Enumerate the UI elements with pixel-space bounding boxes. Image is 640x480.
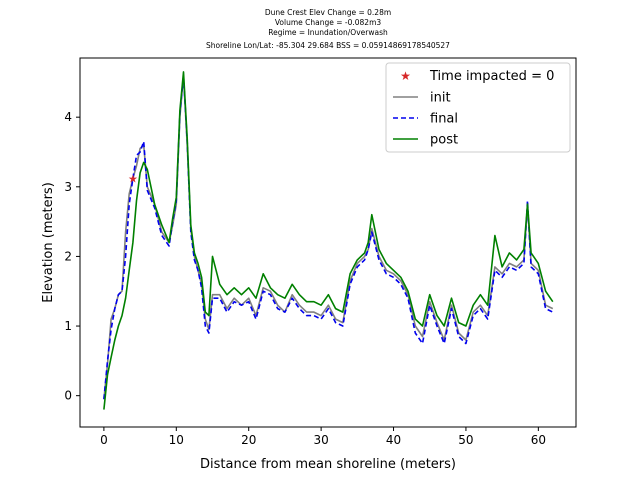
legend: ★ Time impacted = 0 init final post	[385, 62, 571, 153]
legend-label-init: init	[430, 91, 451, 106]
marker-layer: ★	[128, 172, 138, 185]
y-tick-label: 1	[64, 319, 72, 333]
x-ticks: 0 10 20 30 40 50 60	[100, 427, 546, 447]
chart-title-line-2: Volume Change = -0.082m3	[274, 18, 382, 27]
plot-frame	[79, 57, 577, 428]
legend-box	[385, 62, 571, 153]
x-tick-label: 50	[458, 433, 473, 447]
x-tick-label: 20	[241, 433, 256, 447]
series-layer	[103, 71, 554, 410]
series-line-init	[103, 74, 554, 400]
impact-marker-point: ★	[128, 172, 138, 185]
legend-label-post: post	[430, 133, 458, 148]
chart-title-line-4: Shoreline Lon/Lat: -85.304 29.684 BSS = …	[206, 41, 450, 50]
series-line-final	[103, 74, 554, 400]
x-tick-label: 10	[169, 433, 184, 447]
y-tick-label: 3	[64, 180, 72, 194]
series-line-post	[103, 71, 554, 410]
chart-title-line-3: Regime = Inundation/Overwash	[268, 28, 388, 37]
y-tick-label: 2	[64, 249, 72, 263]
x-axis-label: Distance from mean shoreline (meters)	[200, 457, 456, 472]
legend-label-marker: Time impacted = 0	[429, 69, 554, 84]
x-tick-label: 40	[386, 433, 401, 447]
x-tick-label: 30	[313, 433, 328, 447]
y-ticks: 0 1 2 3 4	[64, 110, 80, 403]
legend-marker-star: ★	[400, 69, 411, 83]
chart-title-line-1: Dune Crest Elev Change = 0.28m	[264, 8, 392, 17]
y-tick-label: 4	[64, 110, 72, 124]
x-tick-label: 0	[100, 433, 108, 447]
x-tick-label: 60	[531, 433, 546, 447]
y-axis-label: Elevation (meters)	[41, 182, 56, 303]
y-tick-label: 0	[64, 389, 72, 403]
legend-label-final: final	[430, 112, 458, 127]
